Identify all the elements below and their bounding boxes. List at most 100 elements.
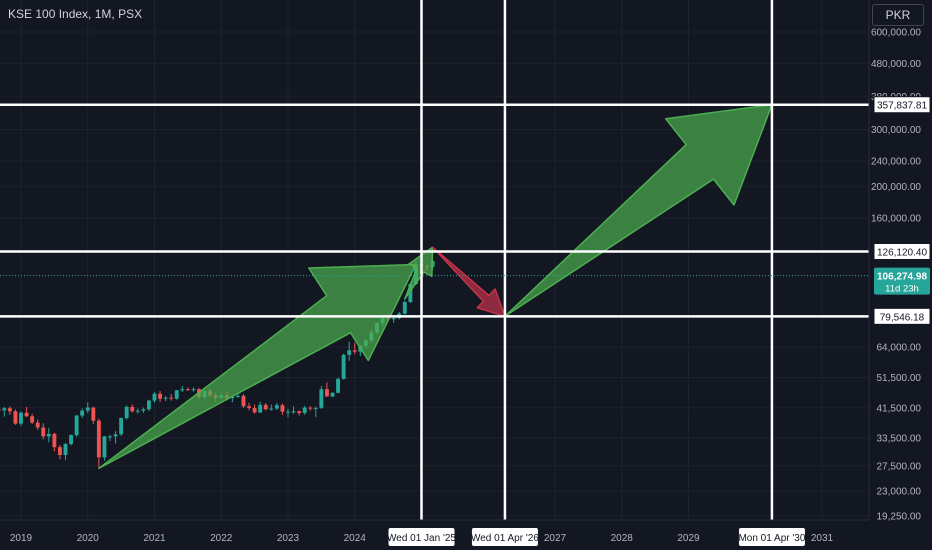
candle-2020-08 <box>124 405 129 420</box>
candle-body <box>91 407 96 421</box>
candle-body <box>124 406 129 419</box>
candle-2023-05 <box>308 406 313 411</box>
candle-2022-06 <box>247 402 252 411</box>
candle-body <box>24 412 29 417</box>
candle-2022-11 <box>274 402 279 410</box>
marker-date-label: Wed 01 Jan '25 <box>387 533 456 544</box>
candle-2021-04 <box>169 394 174 401</box>
candle-body <box>163 397 168 399</box>
candle-2021-01 <box>152 392 157 403</box>
candle-2022-09 <box>263 402 268 411</box>
bar-countdown-label: 11d 23h <box>885 284 919 295</box>
levels-layer[interactable] <box>0 0 869 520</box>
candle-2022-07 <box>252 404 257 414</box>
y-tick-label: 27,500.00 <box>877 461 922 472</box>
candle-2020-11 <box>141 407 146 414</box>
candle-body <box>263 404 268 410</box>
candle-body <box>235 395 240 397</box>
candle-2023-01 <box>286 408 290 418</box>
currency-button[interactable]: PKR <box>872 4 924 26</box>
candle-2019-09 <box>63 443 68 461</box>
candle-2019-08 <box>57 444 62 460</box>
candle-2022-10 <box>269 404 274 411</box>
x-tick-label: 2019 <box>10 533 33 544</box>
x-tick-label: 2021 <box>143 533 166 544</box>
candle-2022-12 <box>280 403 285 415</box>
candle-body <box>174 390 179 399</box>
vertical-marker-labels: Wed 01 Jan '25 Wed 01 Apr '26 Mon 01 Apr '… <box>387 528 806 546</box>
candle-2023-09 <box>330 392 335 398</box>
x-axis-labels: 2019 2020 2021 2022 2023 2024 2027 2028 2029 2031 <box>10 533 834 544</box>
level-price-label: 357,837.81 <box>877 101 927 112</box>
candle-body <box>169 397 174 399</box>
candle-body <box>241 395 246 407</box>
candle-2023-10 <box>336 377 341 394</box>
candle-body <box>247 406 252 408</box>
y-tick-label: 33,500.00 <box>877 434 922 445</box>
candle-body <box>408 283 413 302</box>
candle-2020-05 <box>108 434 112 442</box>
candle-2020-03 <box>96 418 101 468</box>
candle-body <box>19 412 23 424</box>
candle-2019-04 <box>35 419 40 430</box>
candle-2018-10 <box>2 406 7 417</box>
candle-body <box>313 407 318 409</box>
price-axis[interactable] <box>869 0 932 520</box>
candle-2021-02 <box>158 390 163 403</box>
marker-date-badge <box>471 528 538 546</box>
candle-2019-05 <box>41 423 46 440</box>
x-tick-label: 2028 <box>611 533 634 544</box>
candle-body <box>286 411 290 413</box>
last-price-label: 106,274.98 <box>877 272 927 283</box>
y-tick-label: 160,000.00 <box>871 213 921 224</box>
candle-body <box>41 427 46 437</box>
level-price-badge <box>873 307 931 325</box>
candle-body <box>57 447 62 455</box>
candle-body <box>7 408 12 412</box>
candle-body <box>230 396 235 399</box>
candle-2018-11 <box>7 406 12 415</box>
marker-date-badge <box>738 528 805 546</box>
candle-2023-06 <box>313 406 318 418</box>
candle-2019-06 <box>46 427 51 443</box>
candle-body <box>319 389 324 408</box>
candle-body <box>280 405 285 412</box>
chart-title[interactable]: KSE 100 Index, 1M, PSX <box>8 7 143 21</box>
candle-2024-01 <box>352 342 357 355</box>
candle-2023-07 <box>319 385 324 409</box>
candle-2019-07 <box>52 432 57 452</box>
candle-2019-02 <box>24 406 29 418</box>
candle-2020-12 <box>146 399 151 411</box>
candle-body <box>352 350 357 352</box>
candle-body <box>341 354 346 379</box>
y-tick-label: 600,000.00 <box>871 28 921 39</box>
candle-body <box>85 407 90 411</box>
candle-2019-11 <box>74 414 79 437</box>
candle-2021-08 <box>191 387 196 392</box>
y-tick-label: 480,000.00 <box>871 59 921 70</box>
y-tick-label: 51,500.00 <box>877 373 922 384</box>
candle-2018-09 <box>0 409 1 411</box>
candle-body <box>180 389 185 391</box>
candle-2020-01 <box>85 402 90 414</box>
candle-body <box>74 415 79 436</box>
candle-2019-10 <box>69 434 74 446</box>
y-tick-label: 64,000.00 <box>877 342 922 353</box>
candle-body <box>30 416 35 423</box>
candle-body <box>141 409 146 411</box>
candle-body <box>330 392 335 397</box>
candle-body <box>69 435 74 445</box>
candle-2021-03 <box>163 395 168 401</box>
candle-body <box>308 407 313 409</box>
candle-body <box>324 389 329 397</box>
candle-body <box>185 389 190 391</box>
candle-body <box>258 404 263 413</box>
candle-body <box>191 389 196 391</box>
last-price-badge <box>874 267 930 295</box>
y-tick-label: 200,000.00 <box>871 182 921 193</box>
marker-date-label: Wed 01 Apr '26 <box>471 533 539 544</box>
candle-2019-03 <box>30 413 35 425</box>
grid-layer <box>0 0 869 520</box>
y-tick-label: 19,250.00 <box>877 512 922 523</box>
